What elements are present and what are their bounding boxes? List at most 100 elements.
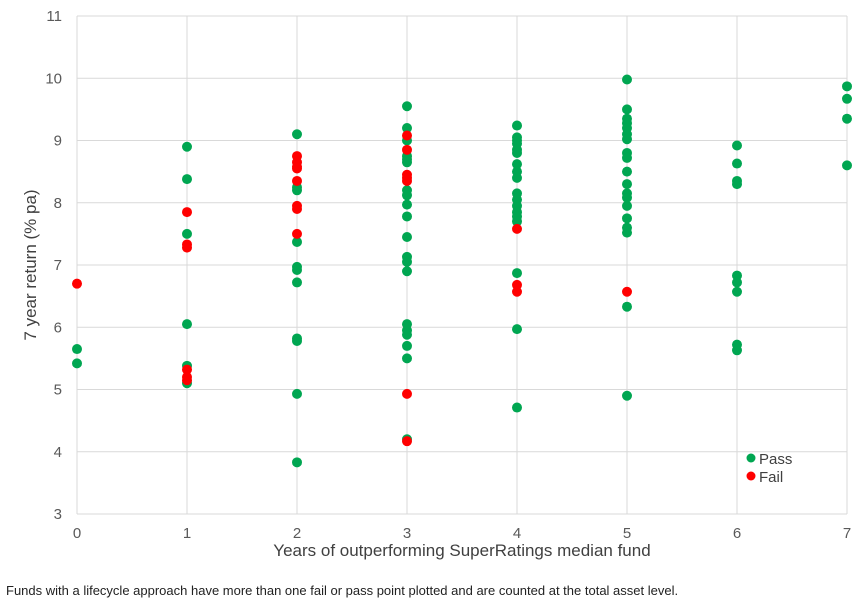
point-pass	[622, 166, 632, 177]
data-points	[72, 74, 852, 468]
x-tick-label: 7	[843, 525, 851, 542]
point-pass	[622, 179, 632, 190]
x-tick-label: 6	[733, 525, 741, 542]
point-pass	[402, 340, 412, 351]
point-pass	[72, 358, 82, 369]
legend-label-fail: Fail	[759, 469, 783, 486]
point-pass	[622, 301, 632, 312]
y-tick-label: 8	[54, 195, 62, 212]
point-pass	[182, 319, 192, 330]
point-pass	[512, 172, 522, 183]
x-tick-label: 5	[623, 525, 631, 542]
point-pass	[182, 174, 192, 185]
point-pass	[292, 335, 302, 346]
point-fail	[402, 144, 412, 155]
point-pass	[842, 113, 852, 124]
point-pass	[622, 227, 632, 238]
point-pass	[512, 159, 522, 170]
point-pass	[402, 353, 412, 364]
point-pass	[292, 388, 302, 399]
point-pass	[732, 140, 742, 151]
legend: Pass Fail	[746, 451, 792, 486]
point-pass	[842, 160, 852, 171]
point-pass	[622, 74, 632, 85]
point-fail	[512, 279, 522, 290]
point-fail	[182, 242, 192, 253]
point-pass	[622, 192, 632, 203]
point-fail	[402, 436, 412, 447]
point-pass	[402, 190, 412, 201]
legend-label-pass: Pass	[759, 451, 792, 468]
y-tick-label: 7	[54, 257, 62, 274]
y-axis-label: 7 year return (% pa)	[21, 189, 40, 340]
point-pass	[402, 266, 412, 277]
point-pass	[292, 264, 302, 275]
point-pass	[512, 120, 522, 131]
point-pass	[402, 199, 412, 210]
point-pass	[292, 277, 302, 288]
point-pass	[182, 228, 192, 239]
point-pass	[402, 101, 412, 112]
point-pass	[402, 157, 412, 168]
point-fail	[512, 286, 522, 297]
point-pass	[622, 134, 632, 145]
y-tick-label: 6	[54, 319, 62, 336]
point-pass	[402, 123, 412, 134]
point-fail	[72, 278, 82, 289]
gridlines	[76, 15, 848, 515]
point-fail	[182, 364, 192, 375]
point-pass	[622, 152, 632, 163]
point-fail	[512, 223, 522, 234]
point-pass	[732, 345, 742, 356]
point-pass	[622, 390, 632, 401]
point-pass	[402, 256, 412, 267]
x-tick-label: 4	[513, 525, 521, 542]
point-pass	[512, 147, 522, 158]
x-tick-label: 2	[293, 525, 301, 542]
point-fail	[292, 175, 302, 186]
point-pass	[72, 344, 82, 355]
point-fail	[402, 388, 412, 399]
point-pass	[402, 329, 412, 340]
y-tick-label: 4	[54, 444, 62, 461]
point-fail	[622, 286, 632, 297]
point-pass	[732, 158, 742, 169]
point-pass	[622, 104, 632, 115]
point-pass	[512, 268, 522, 279]
point-fail	[402, 175, 412, 186]
point-pass	[292, 457, 302, 468]
point-pass	[182, 141, 192, 152]
point-fail	[182, 207, 192, 218]
point-fail	[182, 375, 192, 386]
y-axis-ticks: 3 4 5 6 7 8 9 10 11	[45, 8, 62, 523]
point-fail	[402, 130, 412, 141]
point-pass	[402, 211, 412, 222]
footnote: Funds with a lifecycle approach have mor…	[6, 583, 679, 598]
point-pass	[842, 81, 852, 92]
legend-marker-pass	[746, 453, 756, 463]
point-fail	[292, 203, 302, 214]
point-pass	[732, 270, 742, 281]
y-tick-label: 9	[54, 133, 62, 150]
point-pass	[292, 185, 302, 196]
x-axis-label: Years of outperforming SuperRatings medi…	[273, 541, 650, 560]
point-pass	[622, 213, 632, 224]
point-pass	[732, 277, 742, 288]
point-pass	[402, 231, 412, 242]
y-tick-label: 11	[46, 8, 62, 25]
x-tick-label: 1	[183, 525, 191, 542]
point-pass	[512, 216, 522, 227]
point-pass	[512, 402, 522, 413]
point-fail	[292, 163, 302, 174]
y-tick-label: 5	[54, 382, 62, 399]
point-pass	[292, 236, 302, 247]
point-pass	[622, 200, 632, 211]
point-pass	[732, 286, 742, 297]
point-fail	[292, 228, 302, 239]
x-tick-label: 3	[403, 525, 411, 542]
point-pass	[842, 93, 852, 104]
point-pass	[512, 324, 522, 335]
y-tick-label: 10	[45, 70, 62, 87]
point-pass	[732, 179, 742, 190]
